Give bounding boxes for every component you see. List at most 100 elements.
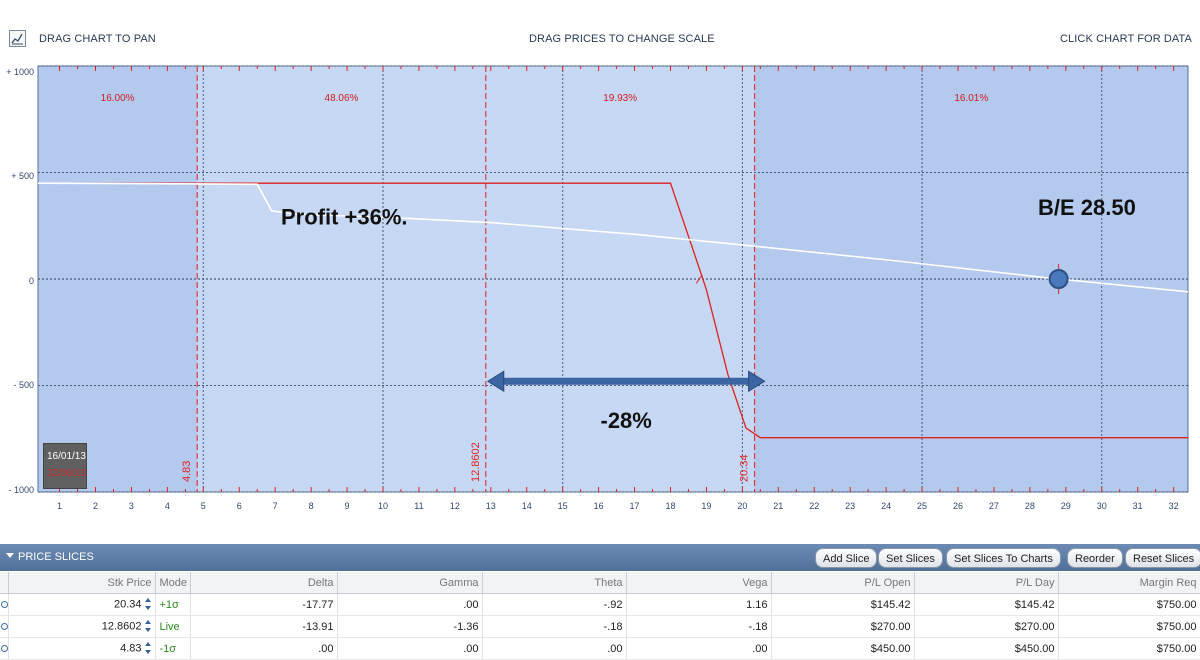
y-tick-label: + 500 <box>11 171 34 181</box>
stepper-icon[interactable] <box>144 598 152 611</box>
drag-scale-hint: DRAG PRICES TO CHANGE SCALE <box>529 33 715 45</box>
table-row[interactable]: 20.34 +1σ -17.77 .00 -.92 1.16 $145.42 $… <box>0 593 1200 616</box>
set-slices-button[interactable]: Set Slices <box>878 548 943 568</box>
price-slice-label: 4.83 <box>181 461 193 482</box>
x-tick-label: 3 <box>129 501 134 511</box>
y-tick-label: + 1000 <box>6 67 34 77</box>
vega-value: 1.16 <box>626 593 772 616</box>
add-slice-button[interactable]: Add Slice <box>815 548 878 568</box>
delta-value: .00 <box>190 637 338 660</box>
x-tick-label: 18 <box>665 501 675 511</box>
set-slices-to-charts-button[interactable]: Set Slices To Charts <box>946 548 1061 568</box>
x-tick-label: 32 <box>1169 501 1179 511</box>
x-tick-label: 10 <box>378 501 388 511</box>
zone-probability-label: 48.06% <box>325 93 359 104</box>
row-select-icon[interactable] <box>1 644 8 652</box>
risk-graph-chart[interactable]: 1 2 3 4 5 6 7 8 9 10 11 12 13 14 15 16 17 18 19 20 21 22 23 24 2… <box>0 60 1200 520</box>
col-gamma[interactable]: Gamma <box>337 572 483 594</box>
delta-value: -17.77 <box>190 593 338 616</box>
row-select-icon[interactable] <box>1 622 8 630</box>
x-tick-label: 25 <box>917 501 927 511</box>
stk-price-value[interactable]: 20.34 <box>113 598 142 611</box>
x-tick-label: 27 <box>989 501 999 511</box>
mode-value[interactable]: +1σ <box>155 593 191 616</box>
zone-probability-label: 16.01% <box>954 93 988 104</box>
vega-value: .00 <box>626 637 772 660</box>
col-vega[interactable]: Vega <box>626 572 772 594</box>
col-pl-day[interactable]: P/L Day <box>914 572 1059 594</box>
click-data-hint: CLICK CHART FOR DATA <box>1060 33 1192 45</box>
x-tick-label: 31 <box>1133 501 1143 511</box>
current-pl-line <box>37 182 1189 293</box>
x-tick-label: 29 <box>1061 501 1071 511</box>
drag-pan-hint: DRAG CHART TO PAN <box>39 33 156 45</box>
x-tick-label: 24 <box>881 501 891 511</box>
panel-title: PRICE SLICES <box>18 551 94 563</box>
table-row[interactable]: 4.83 -1σ .00 .00 .00 .00 $450.00 $450.00… <box>0 637 1200 660</box>
mode-value[interactable]: -1σ <box>155 637 191 660</box>
x-tick-label: 30 <box>1097 501 1107 511</box>
x-tick-label: 13 <box>486 501 496 511</box>
x-tick-label: 14 <box>522 501 532 511</box>
col-pl-open[interactable]: P/L Open <box>771 572 915 594</box>
theta-value: .00 <box>482 637 627 660</box>
collapse-triangle-icon[interactable] <box>6 553 14 558</box>
range-arrow-left-head <box>486 370 505 393</box>
y-tick-label: - 500 <box>13 380 34 390</box>
x-tick-label: 21 <box>773 501 783 511</box>
stepper-icon[interactable] <box>144 642 152 655</box>
x-tick-label: 15 <box>558 501 568 511</box>
margin-value: $750.00 <box>1058 615 1200 638</box>
breakeven-annotation: B/E 28.50 <box>1038 195 1136 220</box>
x-tick-label: 12 <box>450 501 460 511</box>
gamma-value: -1.36 <box>337 615 483 638</box>
reset-slices-button[interactable]: Reset Slices <box>1125 548 1200 568</box>
x-tick-label: 8 <box>309 501 314 511</box>
x-tick-label: 26 <box>953 501 963 511</box>
date-range-box: 16/01/13 22/06/13 <box>43 443 87 489</box>
col-delta[interactable]: Delta <box>190 572 338 594</box>
profit-annotation: Profit +36%. <box>281 205 408 230</box>
row-select-icon[interactable] <box>1 600 8 608</box>
stepper-icon[interactable] <box>144 620 152 633</box>
stk-price-value[interactable]: 12.8602 <box>101 620 142 633</box>
x-tick-label: 2 <box>93 501 98 511</box>
mode-value[interactable]: Live <box>155 615 191 638</box>
pl-open-value: $145.42 <box>771 593 915 616</box>
price-slices-header: PRICE SLICES Add Slice Set Slices Set Sl… <box>0 544 1200 571</box>
pl-day-value: $145.42 <box>914 593 1059 616</box>
x-tick-label: 22 <box>809 501 819 511</box>
col-mode[interactable]: Mode <box>155 572 191 594</box>
pl-open-value: $450.00 <box>771 637 915 660</box>
price-slice-label: 12.8602 <box>470 442 482 482</box>
table-row[interactable]: 12.8602 Live -13.91 -1.36 -.18 -.18 $270… <box>0 615 1200 638</box>
x-tick-label: 28 <box>1025 501 1035 511</box>
x-tick-label: 23 <box>845 501 855 511</box>
price-slices-toggle[interactable]: PRICE SLICES <box>6 551 94 563</box>
zone-probability-label: 16.00% <box>101 93 135 104</box>
reorder-button[interactable]: Reorder <box>1067 548 1123 568</box>
pl-day-value: $450.00 <box>914 637 1059 660</box>
stk-price-value[interactable]: 4.83 <box>120 642 142 655</box>
x-tick-label: 4 <box>165 501 170 511</box>
theta-value: -.92 <box>482 593 627 616</box>
x-tick-label: 19 <box>701 501 711 511</box>
x-tick-label: 20 <box>737 501 747 511</box>
delta-value: -13.91 <box>190 615 338 638</box>
chart-type-icon[interactable] <box>9 30 26 47</box>
line-marker <box>695 274 703 284</box>
table-header-row: Stk Price Mode Delta Gamma Theta Vega P/… <box>0 572 1200 594</box>
col-theta[interactable]: Theta <box>482 572 627 594</box>
x-tick-label: 16 <box>594 501 604 511</box>
col-margin-req[interactable]: Margin Req <box>1058 572 1200 594</box>
col-stk-price[interactable]: Stk Price <box>8 572 156 594</box>
price-slices-table: Stk Price Mode Delta Gamma Theta Vega P/… <box>0 572 1200 660</box>
margin-value: $750.00 <box>1058 637 1200 660</box>
theta-value: -.18 <box>482 615 627 638</box>
price-slice-label: 20.34 <box>739 454 751 482</box>
x-tick-label: 7 <box>273 501 278 511</box>
expiration-pl-line <box>38 182 1188 439</box>
x-tick-label: 5 <box>201 501 206 511</box>
x-tick-label: 11 <box>414 501 423 511</box>
x-tick-label: 6 <box>237 501 242 511</box>
